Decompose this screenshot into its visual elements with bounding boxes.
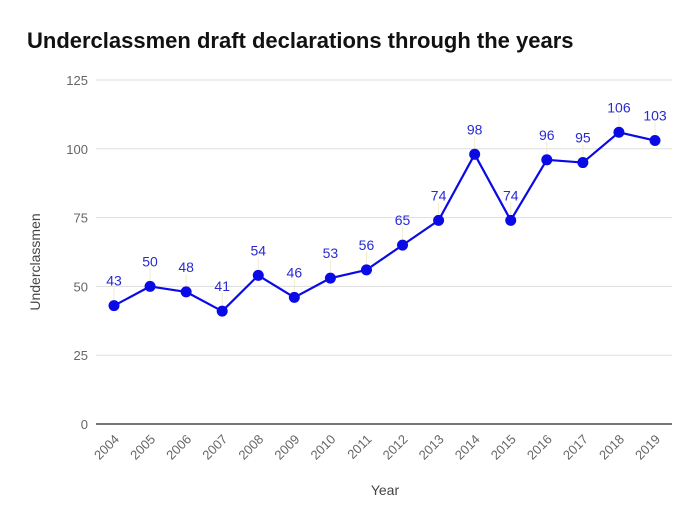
data-label: 54 <box>250 242 266 258</box>
data-label: 96 <box>539 127 555 143</box>
y-axis-label: Underclassmen <box>27 213 43 310</box>
data-point <box>108 300 120 312</box>
data-point <box>324 272 336 284</box>
data-point <box>613 126 625 138</box>
x-tick-label: 2005 <box>127 432 158 463</box>
x-tick-label: 2018 <box>596 432 627 463</box>
y-tick-label: 0 <box>81 417 88 432</box>
x-tick-label: 2016 <box>524 432 555 463</box>
data-label: 65 <box>395 212 411 228</box>
data-label: 74 <box>431 187 447 203</box>
x-tick-label: 2015 <box>488 432 519 463</box>
data-point <box>433 214 445 226</box>
x-tick-label: 2006 <box>163 432 194 463</box>
y-tick-label: 125 <box>66 73 88 88</box>
data-label: 74 <box>503 187 519 203</box>
data-label: 56 <box>359 237 375 253</box>
data-point <box>216 305 228 317</box>
x-tick-label: 2011 <box>344 432 374 462</box>
data-label: 106 <box>607 99 631 115</box>
data-point <box>469 148 481 160</box>
data-label: 41 <box>214 278 230 294</box>
data-label: 48 <box>178 259 194 275</box>
x-tick-label: 2009 <box>271 432 302 463</box>
x-tick-label: 2008 <box>235 432 266 463</box>
y-tick-label: 100 <box>66 142 88 157</box>
data-point <box>252 269 264 281</box>
data-point <box>397 239 409 251</box>
data-point <box>577 157 589 169</box>
data-label: 46 <box>287 264 303 280</box>
chart-title: Underclassmen draft declarations through… <box>27 28 574 53</box>
series-line <box>113 131 656 313</box>
data-label: 43 <box>106 273 122 289</box>
data-point <box>180 286 192 298</box>
data-label: 98 <box>467 121 483 137</box>
x-tick-label: 2013 <box>416 432 447 463</box>
data-label: 103 <box>643 108 667 124</box>
y-tick-label: 50 <box>74 279 88 294</box>
data-point <box>144 280 156 292</box>
data-label: 95 <box>575 130 591 146</box>
x-tick-label: 2014 <box>452 432 483 463</box>
data-point <box>360 264 372 276</box>
data-label: 53 <box>323 245 339 261</box>
y-tick-label: 25 <box>74 348 88 363</box>
data-point <box>505 214 517 226</box>
x-tick-label: 2019 <box>632 432 663 463</box>
data-point <box>649 135 661 147</box>
data-label: 50 <box>142 253 158 269</box>
data-point <box>541 154 553 166</box>
x-tick-label: 2010 <box>307 432 338 463</box>
data-point <box>288 291 300 303</box>
x-tick-label: 2017 <box>560 432 591 463</box>
x-tick-label: 2012 <box>380 432 411 463</box>
x-axis-label: Year <box>371 482 400 498</box>
x-tick-label: 2007 <box>199 432 230 463</box>
x-tick-label: 2004 <box>91 432 122 463</box>
y-tick-label: 75 <box>74 211 88 226</box>
